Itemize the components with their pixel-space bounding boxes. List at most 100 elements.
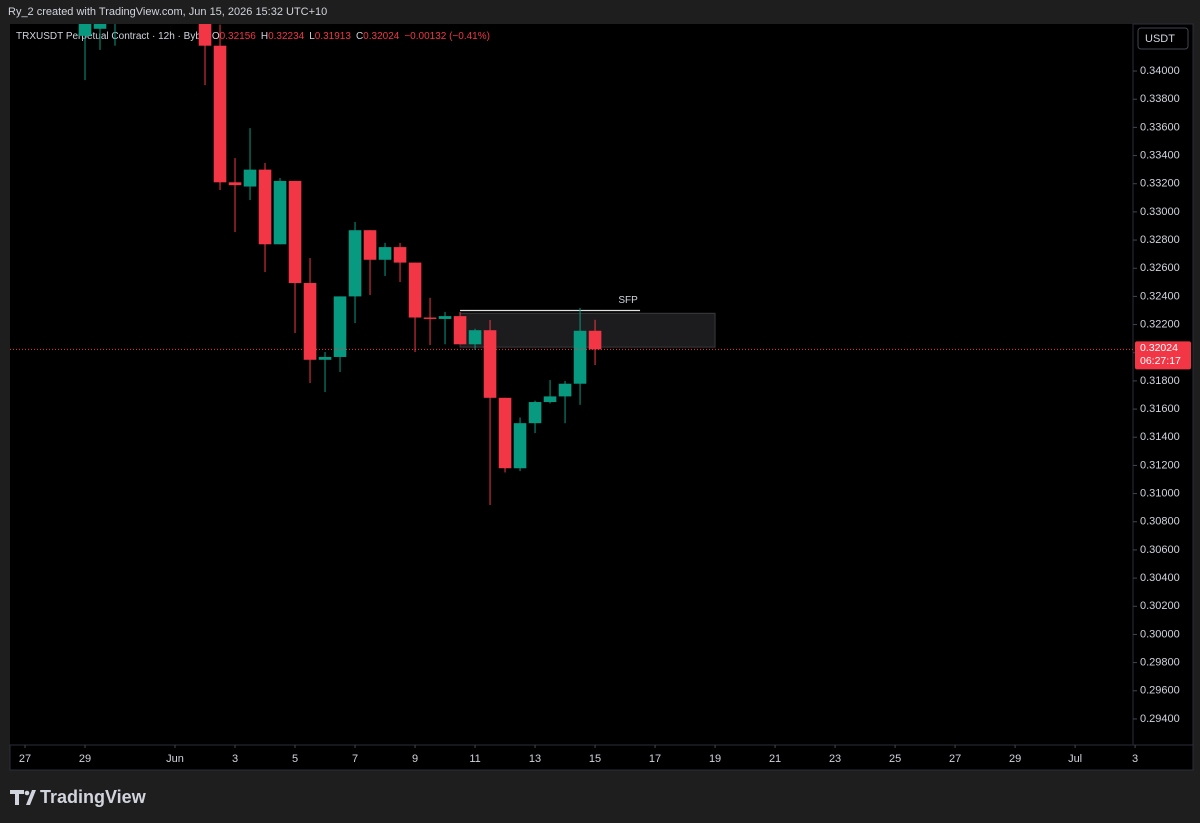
zone — [459, 312, 716, 348]
legend-open: 0.32156 — [220, 31, 257, 42]
candle-body — [78, 24, 92, 36]
x-tick-label: 23 — [829, 753, 841, 765]
x-tick-label: 3 — [232, 753, 238, 765]
candle-body — [468, 330, 482, 345]
currency-button[interactable] — [1137, 27, 1189, 50]
x-tick-label: 27 — [19, 753, 31, 765]
legend-close: 0.32024 — [363, 31, 400, 42]
last-price-label: 0.32024 — [1140, 342, 1178, 354]
legend-label: C — [356, 31, 363, 42]
y-tick-label: 0.31200 — [1140, 459, 1180, 471]
price-scale — [1132, 23, 1194, 746]
candle-body — [243, 169, 257, 187]
plot: SFP — [78, 24, 716, 505]
legend-change: −0.00132 (−0.41%) — [404, 31, 490, 42]
y-tick-label: 0.31000 — [1140, 487, 1180, 499]
logo: TradingView — [10, 787, 147, 807]
x-tick-label: 21 — [769, 753, 781, 765]
symbol: TRXUSDT Perpetual Contract · 12h · Bybit — [16, 31, 206, 42]
x-tick-label: 11 — [469, 753, 480, 765]
x-tick-label: 17 — [649, 753, 661, 765]
x-tick-label: 29 — [79, 753, 91, 765]
time-scale — [9, 744, 1194, 771]
legend-high: 0.32234 — [268, 31, 305, 42]
y-tick-label: 0.29800 — [1140, 657, 1180, 669]
legend: TRXUSDT Perpetual Contract · 12h · Bybit… — [16, 31, 490, 42]
x-tick-label: 25 — [889, 753, 901, 765]
y-tick-label: 0.31800 — [1140, 375, 1180, 387]
candle-body — [318, 356, 332, 360]
candle-body — [513, 423, 527, 469]
legend-low: 0.31913 — [315, 31, 352, 42]
y-tick-label: 0.34000 — [1140, 65, 1180, 77]
y-tick-label: 0.33400 — [1140, 149, 1180, 161]
y-tick-label: 0.30200 — [1140, 600, 1180, 612]
candle-body — [393, 247, 407, 263]
y-tick-label: 0.32400 — [1140, 290, 1180, 302]
x-tick-label: 19 — [709, 753, 721, 765]
candle-body — [543, 396, 557, 403]
candle-body — [288, 180, 302, 284]
x-tick-label: 3 — [1132, 753, 1138, 765]
candle-body — [198, 24, 212, 46]
x-tick-label: 5 — [292, 753, 298, 765]
y-tick-label: 0.32800 — [1140, 234, 1180, 246]
y-tick-label: 0.30400 — [1140, 572, 1180, 584]
sfp-label: SFP — [618, 295, 638, 306]
candle-body — [363, 230, 377, 260]
candle-body — [228, 182, 242, 186]
x-tick-label: 13 — [529, 753, 541, 765]
x-tick-label: 27 — [949, 753, 961, 765]
legend-label: O — [212, 31, 220, 42]
candle-body — [588, 330, 602, 350]
y-tick-label: 0.30800 — [1140, 516, 1180, 528]
y-tick-label: 0.29600 — [1140, 685, 1180, 697]
y-tick-label: 0.33800 — [1140, 93, 1180, 105]
logo-dot — [24, 790, 30, 796]
candle-body — [498, 397, 512, 469]
candle-body — [303, 283, 317, 360]
logo-text: TradingView — [40, 787, 147, 807]
x-tick-label: 7 — [352, 753, 358, 765]
candle-body — [93, 24, 107, 29]
candle-body — [273, 180, 287, 245]
plot-area — [10, 24, 1133, 745]
y-tick-label: 0.31400 — [1140, 431, 1180, 443]
candle-body — [213, 45, 227, 183]
candle-body — [258, 169, 272, 245]
y-tick-label: 0.33600 — [1140, 121, 1180, 133]
logo-icon — [10, 790, 36, 805]
legend-label: H — [261, 31, 268, 42]
x-tick-label: Jul — [1068, 753, 1082, 765]
y-tick-label: 0.32200 — [1140, 318, 1180, 330]
candle-body — [558, 383, 572, 397]
y-tick-label: 0.32600 — [1140, 262, 1180, 274]
candle-body — [528, 402, 542, 424]
y-tick-label: 0.31600 — [1140, 403, 1180, 415]
y-tick-label: 0.33000 — [1140, 206, 1180, 218]
candle-body — [573, 330, 587, 384]
candle-body — [378, 247, 392, 260]
countdown: 06:27:17 — [1140, 355, 1181, 367]
candle-body — [438, 316, 452, 319]
candle-body — [453, 316, 467, 345]
candle-body — [483, 330, 497, 398]
credit: Ry_2 created with TradingView.com, Jun 1… — [8, 6, 327, 18]
candle-body — [348, 230, 362, 297]
candle-body — [333, 296, 347, 357]
y-tick-label: 0.33200 — [1140, 178, 1180, 190]
x-tick-label: 15 — [589, 753, 601, 765]
y-tick-label: 0.30600 — [1140, 544, 1180, 556]
currency[interactable]: USDT — [1145, 33, 1175, 45]
x-tick-label: Jun — [166, 753, 184, 765]
x-tick-label: 9 — [412, 753, 418, 765]
candle-body — [408, 262, 422, 318]
candle-body — [423, 317, 437, 319]
y-tick-label: 0.30000 — [1140, 628, 1180, 640]
last-price-box — [1135, 341, 1191, 370]
x-tick-label: 29 — [1009, 753, 1021, 765]
legend-label: L — [309, 31, 315, 42]
y-tick-label: 0.29400 — [1140, 713, 1180, 725]
